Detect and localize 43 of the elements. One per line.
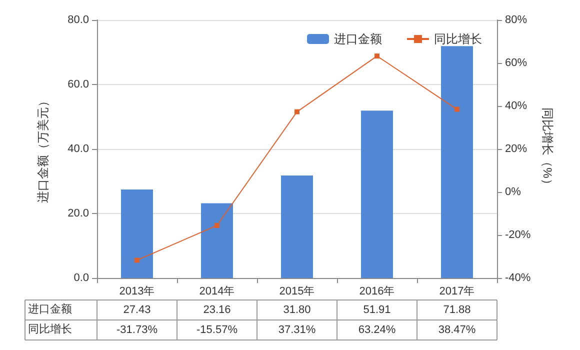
y2-axis-title: 同比增长（%） xyxy=(540,108,555,190)
y-axis-title: 进口金额（万美元） xyxy=(36,95,50,203)
bar xyxy=(201,203,233,278)
data-label: 23.16 xyxy=(203,304,231,316)
y2-tick-label: 80% xyxy=(505,14,528,26)
x-tick-label: 2013年 xyxy=(119,286,155,298)
data-label: -15.57% xyxy=(196,324,238,336)
point xyxy=(374,54,380,59)
data-label: 63.24% xyxy=(358,324,396,336)
data-label: 31.80 xyxy=(283,304,311,316)
x-tick-label: 2016年 xyxy=(359,286,395,298)
y2-tick-label: 40% xyxy=(505,100,528,112)
bar xyxy=(121,190,153,278)
y2-tick-label: -40% xyxy=(505,272,531,284)
x-tick-label: 2014年 xyxy=(199,286,235,298)
data-label: 37.31% xyxy=(278,324,316,336)
data-label: 27.43 xyxy=(123,304,151,316)
y-tick-label: 60.0 xyxy=(68,78,89,90)
bar xyxy=(361,110,393,278)
legend-label: 进口金额 xyxy=(334,32,382,46)
data-label: 51.91 xyxy=(363,304,391,316)
x-tick-label: 2015年 xyxy=(279,286,315,298)
data-label: -31.73% xyxy=(116,324,158,336)
x-tick-label: 2017年 xyxy=(439,286,475,298)
y-tick-label: 40.0 xyxy=(68,143,89,155)
bar xyxy=(441,46,473,278)
y-tick-label: 80.0 xyxy=(68,14,89,26)
y2-tick-label: 20% xyxy=(505,143,528,155)
legend-label: 同比增长 xyxy=(434,32,482,46)
point xyxy=(134,258,140,263)
point xyxy=(454,106,460,112)
y-tick-label: 20.0 xyxy=(68,208,89,220)
y-tick-label: 0.0 xyxy=(74,272,89,284)
y2-tick-label: 0% xyxy=(505,186,522,198)
bar xyxy=(281,175,313,278)
text: 同比增长 xyxy=(28,324,72,336)
y2-tick-label: -20% xyxy=(505,229,531,241)
y2-tick-label: 60% xyxy=(505,57,528,69)
data-label: 71.88 xyxy=(443,304,471,316)
point xyxy=(294,109,300,114)
point xyxy=(214,222,220,228)
text: 进口金额 xyxy=(28,304,72,316)
data-label: 38.47% xyxy=(438,324,476,336)
